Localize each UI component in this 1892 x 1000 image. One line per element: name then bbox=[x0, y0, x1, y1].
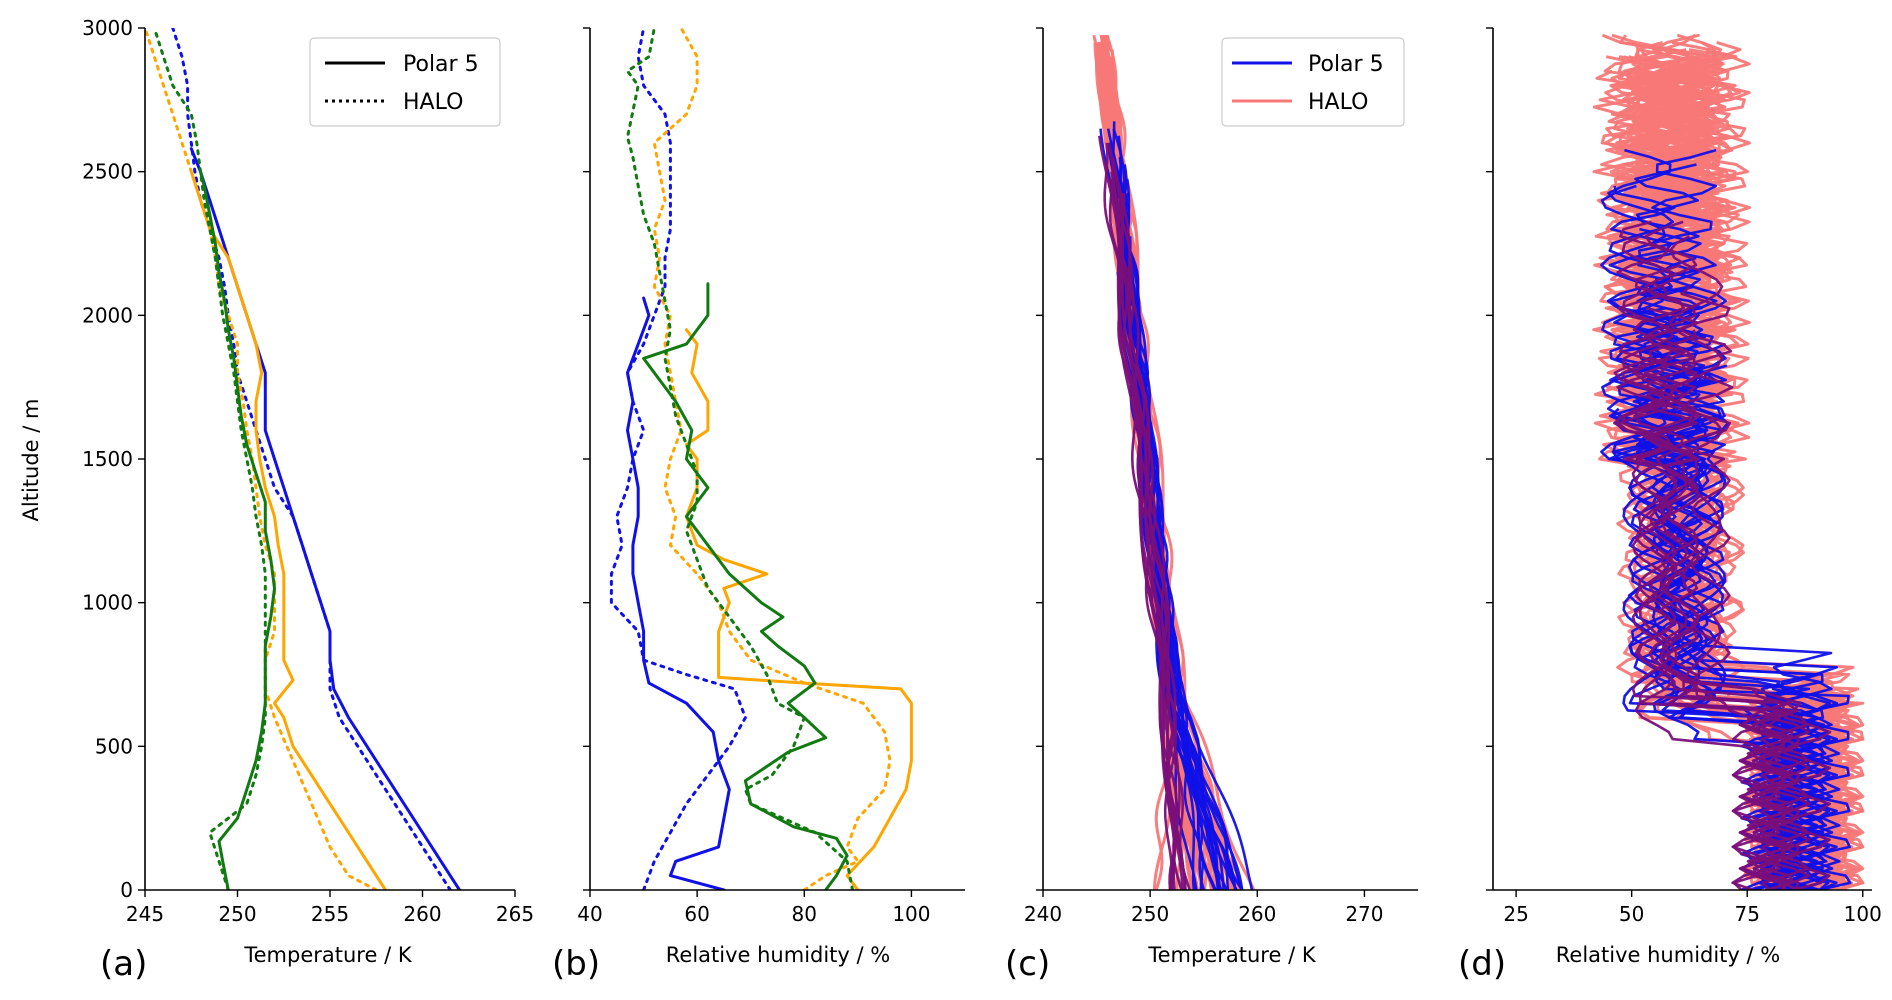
overlap-humidity-profile bbox=[1679, 285, 1791, 890]
x-tick-label: 75 bbox=[1734, 902, 1759, 926]
series-green-polar5 bbox=[642, 282, 849, 890]
y-tick-label: 0 bbox=[120, 878, 133, 902]
legend-entry-polar5: Polar 5 bbox=[1308, 52, 1384, 77]
y-tick-label: 2500 bbox=[82, 160, 133, 184]
x-tick-label: 260 bbox=[1238, 902, 1276, 926]
series-orange-halo bbox=[652, 28, 892, 890]
x-tick-label: 80 bbox=[792, 902, 817, 926]
overlap-humidity-profile bbox=[1621, 350, 1787, 890]
legend-box bbox=[1221, 37, 1405, 127]
x-tick-label: 60 bbox=[684, 902, 709, 926]
panel-c-lines bbox=[1092, 34, 1256, 890]
panel-d-lines bbox=[1592, 33, 1865, 890]
y-tick-label: 1000 bbox=[82, 591, 133, 615]
panel-b-lines bbox=[609, 28, 913, 890]
legend-box bbox=[309, 37, 501, 127]
series-green-polar5 bbox=[199, 170, 276, 890]
x-tick-label: 270 bbox=[1345, 902, 1383, 926]
x-tick-label: 245 bbox=[126, 902, 164, 926]
panel-c-label: (c) bbox=[1005, 944, 1050, 984]
series-orange-halo bbox=[145, 28, 378, 890]
x-tick-label: 50 bbox=[1619, 902, 1644, 926]
legend-entry-polar5: Polar 5 bbox=[403, 52, 479, 77]
x-tick-label: 240 bbox=[1024, 902, 1062, 926]
legend-entry-halo: HALO bbox=[1308, 90, 1368, 115]
x-tick-label: 265 bbox=[496, 902, 534, 926]
series-blue-polar5 bbox=[626, 296, 731, 890]
panel-a-axes: 0 500 1000 1500 2000 2500 3000 245 250 255 260 265 bbox=[82, 16, 534, 926]
panel-b-xlabel: Relative humidity / % bbox=[666, 943, 890, 967]
y-tick-label: 3000 bbox=[82, 16, 133, 40]
panel-c-axes: 240 250 260 270 bbox=[1024, 27, 1418, 926]
x-tick-label: 260 bbox=[403, 902, 441, 926]
overlap-temperature-profile bbox=[1108, 149, 1187, 890]
panel-d-xlabel: Relative humidity / % bbox=[1556, 943, 1780, 967]
x-tick-label: 25 bbox=[1503, 902, 1528, 926]
panel-c: 240 250 260 270 (c) Temperature / K Polar 5… bbox=[1005, 27, 1418, 984]
panel-a-legend: Polar 5 HALO bbox=[309, 37, 501, 127]
panel-b-axes: 40 60 80 100 bbox=[577, 27, 965, 926]
panel-d-label: (d) bbox=[1458, 944, 1506, 984]
overlap-humidity-profile bbox=[1643, 220, 1810, 890]
overlap-temperature-profile bbox=[1110, 171, 1184, 890]
panel-b-label: (b) bbox=[552, 944, 600, 984]
panel-a-ylabel: Altitude / m bbox=[19, 399, 43, 522]
overlap-humidity-profile bbox=[1616, 220, 1781, 890]
y-tick-label: 2000 bbox=[82, 303, 133, 327]
x-tick-label: 100 bbox=[1844, 902, 1882, 926]
legend-entry-halo: HALO bbox=[403, 90, 463, 115]
series-blue-halo bbox=[609, 28, 747, 890]
x-tick-label: 255 bbox=[311, 902, 349, 926]
x-tick-label: 100 bbox=[892, 902, 930, 926]
panel-d-axes: 25 50 75 100 bbox=[1486, 27, 1882, 926]
panel-b: 40 60 80 100 (b) Relative humidity / % bbox=[552, 27, 965, 984]
panel-c-xlabel: Temperature / K bbox=[1147, 943, 1316, 967]
series-orange-polar5 bbox=[684, 328, 913, 890]
series-blue-polar5 bbox=[189, 147, 461, 890]
y-tick-label: 1500 bbox=[82, 447, 133, 471]
series-green-halo bbox=[626, 28, 854, 890]
series-green-halo bbox=[152, 28, 267, 890]
x-tick-label: 40 bbox=[577, 902, 602, 926]
x-tick-label: 250 bbox=[218, 902, 256, 926]
y-tick-label: 500 bbox=[95, 734, 133, 758]
panel-a-xlabel: Temperature / K bbox=[243, 943, 412, 967]
panel-a-lines bbox=[145, 28, 461, 890]
series-blue-halo bbox=[171, 28, 452, 890]
panel-c-legend: Polar 5 HALO bbox=[1221, 37, 1405, 127]
x-tick-label: 250 bbox=[1131, 902, 1169, 926]
panel-a-label: (a) bbox=[100, 944, 147, 984]
panel-d: 25 50 75 100 (d) Relative humidity / % bbox=[1458, 27, 1882, 984]
series-orange-polar5 bbox=[189, 170, 387, 890]
